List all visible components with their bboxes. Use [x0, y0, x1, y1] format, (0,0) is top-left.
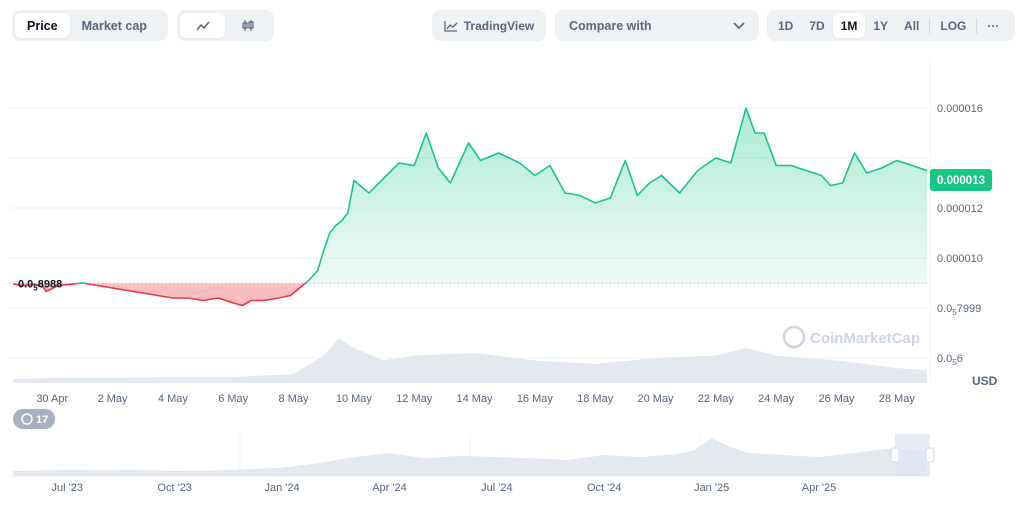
- divider: [929, 17, 931, 34]
- price-line: [12, 107, 928, 307]
- overview-x-tick-label: Jan '25: [694, 482, 729, 494]
- overview-x-tick-label: Apr '25: [802, 482, 837, 494]
- chart-type-toggle: [177, 10, 274, 41]
- tradingview-button[interactable]: TradingView: [432, 10, 546, 41]
- x-tick-label: 26 May: [818, 393, 855, 405]
- chart-line-icon: [444, 20, 458, 32]
- price-line-up: [13, 107, 928, 284]
- x-tick-label: 6 May: [218, 393, 248, 405]
- line-chart-button[interactable]: [180, 13, 225, 38]
- x-tick-label: 12 May: [396, 393, 433, 405]
- history-icon: [21, 413, 33, 425]
- range-1m[interactable]: 1M: [832, 13, 866, 38]
- candlestick-button[interactable]: [225, 13, 270, 38]
- line-chart-icon: [195, 21, 210, 30]
- x-tick-label: 2 May: [98, 393, 128, 405]
- metric-toggle: Price Market cap: [12, 10, 168, 41]
- baseline-value: 0.058988: [18, 278, 62, 292]
- range-7d[interactable]: 7D: [809, 18, 825, 33]
- price-area-down: [13, 283, 306, 306]
- baseline-label: 0.058988: [18, 278, 62, 292]
- more-options-button[interactable]: ···: [987, 18, 1000, 33]
- chevron-down-icon: [733, 21, 745, 29]
- y-tick-subscript: 5: [952, 358, 957, 367]
- x-tick-label: 8 May: [279, 393, 309, 405]
- overview-handle[interactable]: [890, 447, 900, 463]
- x-tick-label: 28 May: [879, 393, 916, 405]
- compare-placeholder: Compare with: [569, 18, 652, 33]
- current-price-tag: 0.000013: [930, 169, 992, 191]
- compare-select[interactable]: Compare with: [555, 10, 759, 41]
- x-tick-label: 18 May: [577, 393, 614, 405]
- baseline-subscript: 5: [33, 283, 38, 292]
- log-toggle[interactable]: LOG: [940, 18, 967, 33]
- y-tick-rest: 6: [957, 353, 963, 365]
- price-area: [13, 108, 927, 306]
- range-toggle: 1D 7D 1M 1Y All LOG ···: [767, 10, 1015, 41]
- chart-toolbar: Price Market cap TradingView Compare wit…: [12, 10, 1015, 42]
- overview-x-tick-label: Jul '23: [52, 482, 83, 494]
- price-chart: 0.000016 0.000012 0.000010 0.057999 0.056 30…: [10, 58, 998, 494]
- overview-x-tick-label: Jul '24: [481, 482, 512, 494]
- x-tick-label: 22 May: [698, 393, 735, 405]
- price-line-down: [12, 283, 307, 307]
- x-tick-label: 4 May: [158, 393, 188, 405]
- watermark-text: CoinMarketCap: [810, 330, 920, 347]
- x-tick-label: 16 May: [517, 393, 554, 405]
- overview-x-tick-label: Apr '24: [372, 482, 407, 494]
- overview-selection[interactable]: [895, 434, 930, 476]
- coinmarketcap-watermark: CoinMarketCap: [782, 325, 920, 349]
- overview-x-tick-label: Jan '24: [264, 482, 299, 494]
- price-tag-bg: [930, 169, 992, 191]
- y-tick-label: 0.057999: [937, 303, 981, 317]
- y-tick-rest: 7999: [957, 303, 981, 315]
- market-cap-tab[interactable]: Market cap: [81, 18, 147, 33]
- currency-label: USD: [972, 374, 998, 388]
- volume-shape: [13, 338, 927, 383]
- divider: [976, 17, 978, 34]
- x-tick-label: 30 Apr: [36, 393, 68, 405]
- baseline-rest: 8988: [38, 278, 62, 290]
- overview-area: [13, 438, 927, 476]
- overview-x-tick-label: Oct '23: [157, 482, 192, 494]
- y-tick-subscript: 5: [952, 308, 957, 317]
- x-axis: 30 Apr 2 May 4 May 6 May 8 May 10 May 12 May 14…: [36, 393, 915, 405]
- overview-navigator[interactable]: Jul '23 Oct '23 Jan '24 Apr '24 Jul '24 Oct '…: [10, 409, 935, 494]
- x-tick-label: 14 May: [456, 393, 493, 405]
- price-tag-value: 0.000013: [937, 175, 985, 187]
- x-tick-label: 20 May: [637, 393, 674, 405]
- y-tick-label: 0.000012: [937, 203, 983, 215]
- volume-area: [13, 338, 927, 383]
- x-tick-label: 10 May: [336, 393, 373, 405]
- candlestick-icon: [241, 20, 254, 31]
- y-tick-label: 0.000010: [937, 253, 983, 265]
- range-all[interactable]: All: [904, 18, 920, 33]
- events-count: 17: [36, 414, 48, 426]
- range-1d[interactable]: 1D: [778, 18, 794, 33]
- overview-x-tick-label: Oct '24: [587, 482, 622, 494]
- tradingview-label: TradingView: [463, 18, 535, 33]
- price-tab[interactable]: Price: [15, 13, 70, 38]
- price-area-up: [13, 108, 927, 284]
- x-tick-label: 24 May: [758, 393, 795, 405]
- events-badge[interactable]: [13, 409, 55, 429]
- overview-handle[interactable]: [925, 447, 935, 463]
- y-axis: 0.000016 0.000012 0.000010 0.057999 0.056: [937, 103, 983, 367]
- cmc-logo-icon: [782, 325, 806, 349]
- y-tick-label: 0.000016: [937, 103, 983, 115]
- range-1y[interactable]: 1Y: [873, 18, 889, 33]
- y-tick-label: 0.056: [937, 353, 963, 367]
